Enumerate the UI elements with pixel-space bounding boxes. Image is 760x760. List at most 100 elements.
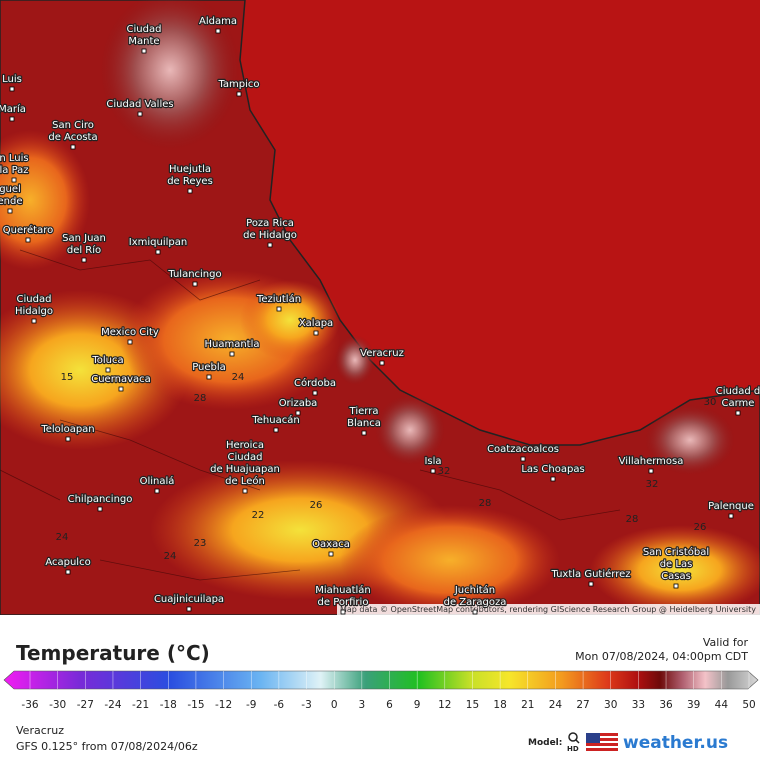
city-label: Ixmiquilpan — [129, 237, 187, 248]
land — [0, 0, 760, 615]
city-dot — [588, 581, 594, 587]
contour-label: 26 — [310, 500, 323, 511]
colorbar-label: 18 — [493, 699, 506, 711]
colorbar-label: 39 — [687, 699, 700, 711]
city-label: Palenque — [708, 501, 754, 512]
city-line: Teziutlán — [256, 293, 301, 305]
city-label: Isla — [424, 456, 441, 467]
city-dot — [295, 410, 301, 416]
colorbar-label: -36 — [21, 699, 38, 711]
city-line: Querétaro — [3, 224, 53, 236]
city-label: Puebla — [192, 362, 226, 373]
city-line: Miahuatlán — [315, 584, 371, 596]
city-line: Chilpancingo — [68, 494, 133, 505]
city-line: Oaxaca — [312, 539, 350, 550]
contour-label: 30 — [704, 397, 717, 408]
colorbar-label: -21 — [132, 699, 149, 711]
colorbar-label: 44 — [715, 699, 729, 711]
contour-label: 23 — [194, 538, 207, 549]
city-dot — [97, 506, 103, 512]
city-line: Casas — [661, 571, 691, 582]
city-dot — [430, 468, 436, 474]
legend-title: Temperature (°C) — [16, 641, 210, 665]
city-dot — [313, 330, 319, 336]
city-line: Orizaba — [279, 398, 318, 409]
city-line: Huejutla — [169, 164, 211, 175]
colorbar-label: -6 — [274, 699, 285, 711]
city-label: Xalapa — [299, 318, 333, 329]
colorbar-label: -15 — [187, 699, 204, 711]
city-label: Chilpancingo — [68, 494, 133, 505]
borders — [0, 249, 621, 581]
city-label: Orizaba — [279, 398, 318, 409]
city-line: Ixmiquilpan — [129, 237, 187, 248]
city-line: San Cristóbal — [643, 546, 709, 558]
city-dot — [9, 86, 15, 92]
city-line: guel — [0, 184, 21, 195]
city-label: Aldama — [199, 16, 237, 27]
city-line: Tehuacán — [251, 414, 299, 426]
city-dot — [673, 583, 679, 589]
city-label: Querétaro — [3, 224, 53, 236]
city-dot — [31, 318, 37, 324]
colorbar-label: -3 — [301, 699, 311, 711]
city-line: Tampico — [217, 79, 259, 90]
brand[interactable]: weather.us — [623, 733, 728, 753]
city-line: del Río — [67, 244, 101, 256]
city-label: Ciudad Hidalgo — [15, 294, 53, 317]
city-dot — [328, 551, 334, 557]
city-line: Juchitán — [454, 584, 495, 596]
magnifier — [575, 739, 580, 744]
city-dot — [242, 488, 248, 494]
city-line: Tuxtla Gutiérrez — [550, 568, 630, 580]
city-dot — [192, 281, 198, 287]
colorbar-label: 33 — [632, 699, 645, 711]
city-label: Teziutlán — [256, 293, 301, 305]
city-line: Puebla — [192, 362, 226, 373]
heat — [0, 130, 90, 270]
city-label: Olinalá — [140, 475, 175, 487]
city-label: Ciudad Mante — [127, 24, 162, 47]
city-dot — [81, 257, 87, 263]
colorbar-label: 12 — [438, 699, 451, 711]
city-line: Coatzacoalcos — [487, 444, 559, 455]
model-label: Model: — [528, 738, 562, 748]
city-dot — [65, 436, 71, 442]
city-line: Ciudad — [17, 294, 52, 305]
city-line: Mante — [128, 36, 159, 47]
city-dot — [229, 351, 235, 357]
city-label: Tampico — [217, 79, 259, 90]
city-line: de Porfirio — [318, 597, 369, 608]
city-line: Carme — [722, 398, 755, 409]
city-line: Palenque — [708, 501, 754, 512]
colorbar-label: 0 — [331, 699, 338, 711]
contour-label: 28 — [479, 498, 492, 509]
city-dot — [206, 374, 212, 380]
colorbar-label: 24 — [549, 699, 563, 711]
city-line: San Ciro — [52, 120, 94, 131]
city-line: de León — [225, 475, 265, 487]
city-dot — [735, 410, 741, 416]
contour-label: 24 — [56, 532, 69, 543]
city-line: Ciudad d — [716, 386, 760, 397]
city-dot — [267, 242, 273, 248]
city-label: Tulancingo — [167, 269, 221, 280]
contour-label: 28 — [194, 393, 207, 404]
city-label: Miahuatlán de Porfirio — [315, 584, 371, 608]
city-label: Toluca — [91, 355, 123, 366]
city-line: de Zaragoza — [444, 597, 507, 608]
city-label: Tierra Blanca — [347, 406, 381, 429]
city-dot — [141, 48, 147, 54]
city-label: María — [0, 103, 26, 115]
city-dot — [70, 144, 76, 150]
city-line: Toluca — [91, 355, 123, 366]
city-dot — [276, 306, 282, 312]
model-run: GFS 0.125° from 07/08/2024/06z — [16, 740, 198, 753]
city-label: Acapulco — [45, 557, 90, 568]
city-dot — [648, 468, 654, 474]
colorbar-label: 15 — [466, 699, 479, 711]
city-line: Cuernavaca — [91, 374, 151, 385]
